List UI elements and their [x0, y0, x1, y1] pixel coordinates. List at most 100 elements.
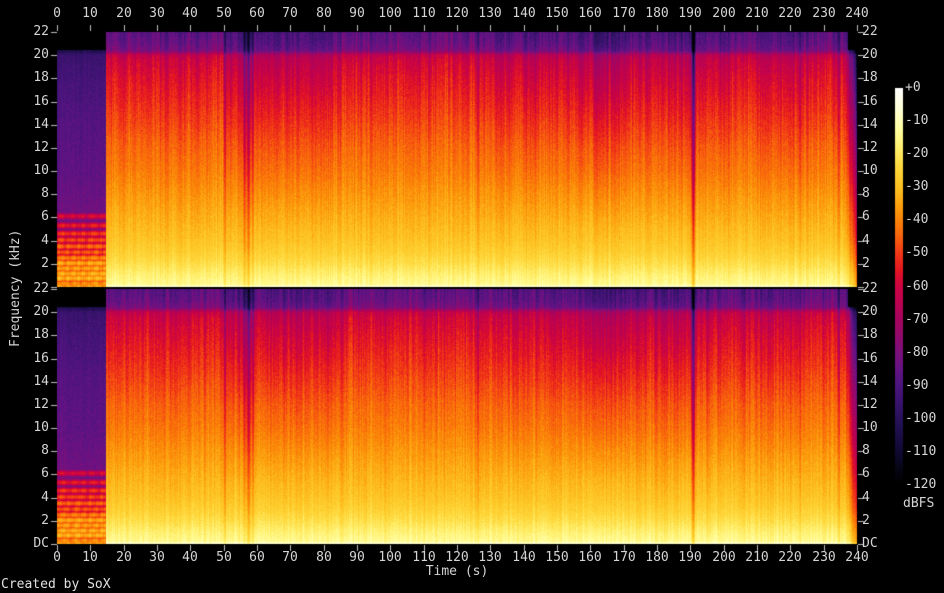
freq-tick-label-left: 18	[33, 327, 49, 342]
time-tick-label-bottom: 210	[745, 550, 769, 565]
time-tick-label-top: 230	[812, 6, 836, 21]
y-axis-title: Frequency (kHz)	[8, 229, 23, 347]
time-tick-label-bottom: 180	[645, 550, 669, 565]
time-tick-label-bottom: 240	[845, 550, 869, 565]
freq-tick-label-right: 20	[862, 304, 878, 319]
freq-tick-label-left: 14	[33, 374, 49, 389]
freq-tick-label-left: 16	[33, 351, 49, 366]
colorbar-tick-label: -80	[905, 345, 929, 360]
freq-tick-label-left: 22	[33, 24, 49, 39]
time-tick-label-top: 190	[678, 6, 702, 21]
time-tick-label-top: 60	[249, 6, 265, 21]
colorbar-tick-label: -100	[905, 411, 937, 426]
freq-tick-label-left: 10	[33, 420, 49, 435]
freq-tick-label-right: 4	[862, 233, 870, 248]
time-tick-label-bottom: 80	[316, 550, 332, 565]
colorbar-tick-label: -10	[905, 113, 929, 128]
time-tick-label-bottom: 150	[545, 550, 569, 565]
freq-tick-label-right: 12	[862, 397, 878, 412]
time-tick-label-bottom: 0	[53, 550, 61, 565]
freq-tick-label-left: 6	[41, 466, 49, 481]
freq-tick-label-left: 22	[33, 281, 49, 296]
time-tick-label-top: 100	[378, 6, 402, 21]
freq-tick-label-right: 8	[862, 443, 870, 458]
time-tick-label-bottom: 40	[182, 550, 198, 565]
freq-tick-label-right: 12	[862, 140, 878, 155]
time-tick-label-top: 90	[349, 6, 365, 21]
time-tick-label-top: 140	[512, 6, 536, 21]
freq-tick-label-right: 22	[862, 281, 878, 296]
colorbar-tick-label: -20	[905, 146, 929, 161]
freq-tick-label-right: 18	[862, 327, 878, 342]
time-tick-label-top: 80	[316, 6, 332, 21]
time-tick-label-bottom: 170	[612, 550, 636, 565]
freq-tick-label-right: 22	[862, 24, 878, 39]
time-tick-label-top: 180	[645, 6, 669, 21]
freq-tick-label-right: 10	[862, 420, 878, 435]
time-tick-label-bottom: 20	[116, 550, 132, 565]
freq-tick-label-right: 18	[862, 70, 878, 85]
freq-tick-label-right: 10	[862, 163, 878, 178]
freq-tick-label-right: 8	[862, 186, 870, 201]
time-tick-label-top: 210	[745, 6, 769, 21]
freq-tick-label-left: 6	[41, 209, 49, 224]
time-tick-label-bottom: 30	[149, 550, 165, 565]
freq-tick-label-left: 14	[33, 117, 49, 132]
time-tick-label-bottom: 120	[445, 550, 469, 565]
freq-tick-label-right: 16	[862, 351, 878, 366]
colorbar-unit-label: dBFS	[903, 496, 935, 511]
time-tick-label-top: 20	[116, 6, 132, 21]
freq-tick-label-left: 20	[33, 304, 49, 319]
colorbar-tick-label: -70	[905, 312, 929, 327]
time-tick-label-bottom: 60	[249, 550, 265, 565]
freq-tick-label-left: 8	[41, 186, 49, 201]
freq-tick-label-left: 2	[41, 513, 49, 528]
time-tick-label-bottom: 190	[678, 550, 702, 565]
colorbar-tick-label: -90	[905, 378, 929, 393]
freq-tick-label-left: 10	[33, 163, 49, 178]
time-tick-label-top: 50	[216, 6, 232, 21]
time-tick-label-bottom: 200	[712, 550, 736, 565]
freq-tick-label-right: 14	[862, 374, 878, 389]
time-tick-label-bottom: 230	[812, 550, 836, 565]
colorbar-tick-label: -50	[905, 245, 929, 260]
time-tick-label-top: 150	[545, 6, 569, 21]
time-tick-label-top: 160	[578, 6, 602, 21]
freq-tick-label-right: 6	[862, 466, 870, 481]
time-tick-label-bottom: 160	[578, 550, 602, 565]
colorbar-tick-label: -120	[905, 477, 937, 492]
freq-tick-label-right: 2	[862, 256, 870, 271]
x-axis-title: Time (s)	[425, 564, 489, 579]
freq-tick-label-left: 20	[33, 47, 49, 62]
freq-tick-label-right: 2	[862, 513, 870, 528]
time-tick-label-top: 220	[778, 6, 802, 21]
time-tick-label-bottom: 130	[478, 550, 502, 565]
freq-tick-label-left: DC	[33, 536, 49, 551]
colorbar-tick-label: -110	[905, 444, 937, 459]
time-tick-label-bottom: 110	[412, 550, 436, 565]
freq-tick-label-right: 20	[862, 47, 878, 62]
freq-tick-label-left: 2	[41, 256, 49, 271]
freq-tick-label-left: 16	[33, 94, 49, 109]
freq-tick-label-right: 14	[862, 117, 878, 132]
freq-tick-label-left: 4	[41, 490, 49, 505]
time-tick-label-top: 200	[712, 6, 736, 21]
time-tick-label-bottom: 90	[349, 550, 365, 565]
time-tick-label-top: 70	[282, 6, 298, 21]
time-tick-label-top: 110	[412, 6, 436, 21]
freq-tick-label-right: 4	[862, 490, 870, 505]
time-tick-label-top: 120	[445, 6, 469, 21]
colorbar-tick-label: +0	[905, 80, 921, 95]
time-tick-label-bottom: 100	[378, 550, 402, 565]
time-tick-label-bottom: 220	[778, 550, 802, 565]
freq-tick-label-right: 6	[862, 209, 870, 224]
freq-tick-label-right: 16	[862, 94, 878, 109]
freq-tick-label-left: 12	[33, 140, 49, 155]
freq-tick-label-left: 18	[33, 70, 49, 85]
freq-tick-label-left: 12	[33, 397, 49, 412]
time-tick-label-top: 0	[53, 6, 61, 21]
time-tick-label-top: 170	[612, 6, 636, 21]
